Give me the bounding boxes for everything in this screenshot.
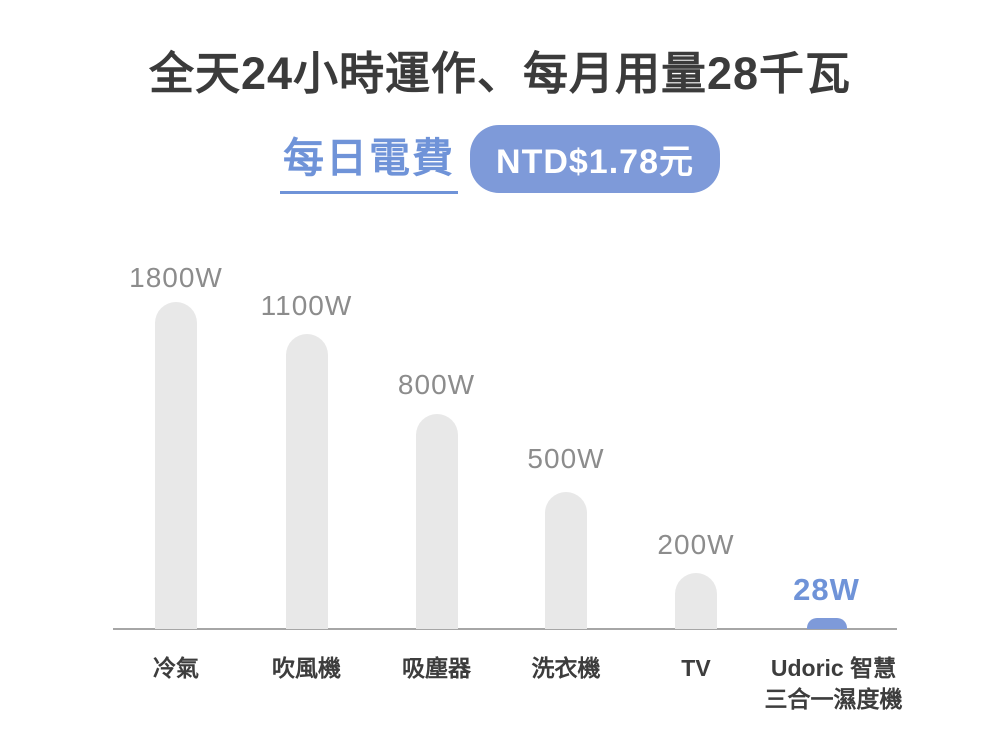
bar-value-label: 500W [527,443,605,474]
bar-value-label: 1800W [129,262,223,293]
bar-category-label: 冷氣 [153,655,199,681]
x-axis-line [113,628,897,630]
bar-category-label: TV [681,655,711,681]
bar [415,414,458,629]
daily-cost-label: 每日電費 [280,124,459,194]
bar-category-label: 吹風機 [272,655,341,681]
bar-category-label: 洗衣機 [531,655,601,681]
bar-value-label: 800W [397,369,476,400]
bar-category-label: 吸塵器 [402,655,471,681]
bar-group-4: 500W 洗衣機 [491,250,641,682]
bar-group-3: 800W 吸塵器 [362,250,512,682]
bar-value-label: 200W [657,529,735,560]
bar-group-5: 200W TV [621,250,771,682]
bar [285,334,328,629]
bar-value-label: 1100W [260,290,353,321]
price-badge: NTD$1.78元 [470,125,720,193]
subtitle-row: 每日電費 NTD$1.78元 [0,124,1000,194]
bar-group-2: 1100W 吹風機 [232,250,382,682]
bar-group-6: 28W Udoric 智慧 三合一濕度機 [752,250,903,712]
bar-chart: 1800W 冷氣 1100W 吹風機 800W 吸塵器 500W 洗衣機 200W TV 28W Ud… [113,250,903,712]
title-bold-text: 28千瓦 [707,48,852,99]
bar-group-1: 1800W 冷氣 [101,250,251,682]
bar [155,302,197,629]
page-title: 全天24小時運作、每月用量28千瓦 [0,48,1000,100]
bar [675,573,717,629]
bar [545,492,587,629]
bar-highlighted [806,618,847,629]
bar-value-label: 28W [793,572,860,607]
bar-category-label: Udoric 智慧 三合一濕度機 [764,655,903,713]
title-text: 全天24小時運作、每月用量 [148,48,707,99]
